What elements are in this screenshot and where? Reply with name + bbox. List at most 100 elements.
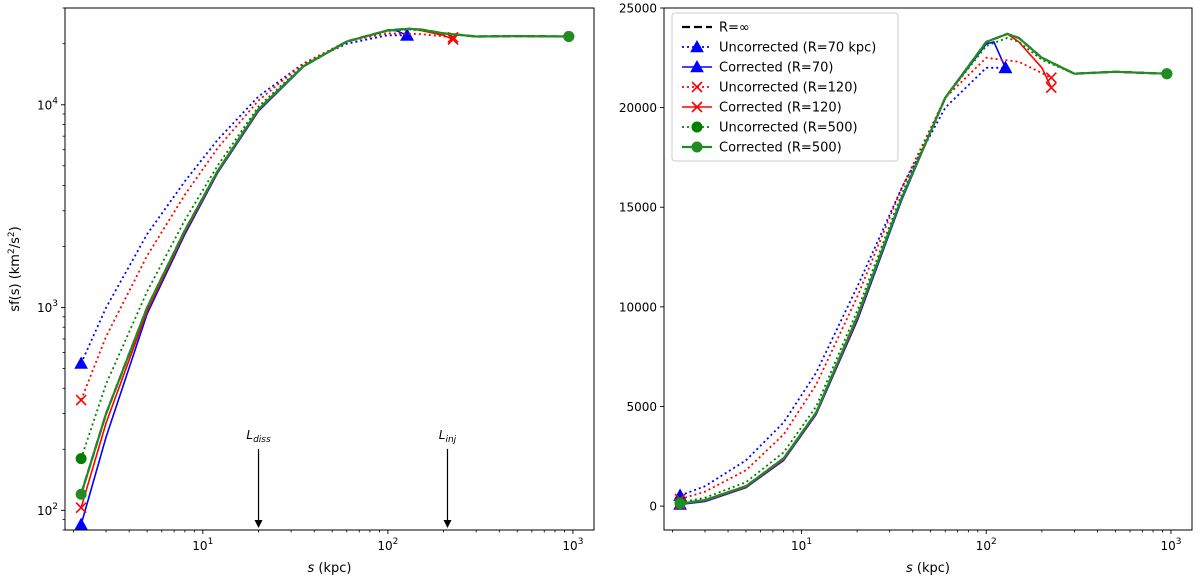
y-tick-exponent: 3: [52, 299, 58, 309]
x-tick-label: 101: [192, 537, 213, 553]
legend-marker: [691, 81, 703, 93]
series-marker: [674, 498, 686, 510]
legend-marker: [691, 101, 703, 113]
y-tick-label: 25000: [619, 2, 657, 16]
x-tick-exponent: 3: [1176, 537, 1182, 547]
series-marker: [998, 60, 1013, 74]
plot-area: [673, 32, 1173, 510]
y-axis-label: sf(s) (km2/s2): [7, 226, 23, 311]
series-marker: [74, 517, 88, 530]
x-tick-exponent: 3: [578, 537, 584, 547]
x-axis-label: s (kpc): [308, 561, 352, 576]
legend-marker: [691, 121, 703, 133]
series-6: [674, 32, 1173, 510]
x-axis-label-unit: (kpc): [913, 561, 950, 576]
legend-label: Corrected (R=120): [719, 101, 842, 116]
annotation-label: Ldiss: [246, 428, 271, 445]
series-0: [80, 27, 569, 495]
series-line: [80, 34, 408, 364]
series-5: [75, 28, 575, 465]
annotation-sub: inj: [445, 435, 456, 445]
x-tick-label: 103: [562, 537, 583, 553]
plot-frame: [663, 7, 1193, 531]
y-tick-exponent: 4: [52, 96, 58, 106]
y-tick-label: 104: [37, 96, 58, 112]
y-tick-label: 10000: [619, 300, 657, 314]
x-tick-base: 10: [976, 539, 991, 553]
y-axis-ticks: 0 5000 10000 15000 20000 25000: [619, 2, 664, 514]
series-marker: [1045, 82, 1057, 94]
series-marker: [447, 33, 459, 45]
series-line: [679, 32, 1167, 505]
series-line: [80, 28, 569, 459]
x-tick-exponent: 2: [991, 537, 997, 547]
series-line: [80, 32, 454, 401]
annotations: Ldiss Linj: [246, 428, 457, 528]
x-tick-label: 102: [976, 537, 997, 553]
legend-marker: [691, 141, 703, 153]
y-axis-label-prefix: sf(s) (km: [8, 254, 23, 312]
legend-label: Corrected (R=500): [719, 141, 842, 156]
y-tick-base: 10: [37, 504, 52, 518]
x-tick-base: 10: [562, 539, 577, 553]
annotation-label: Linj: [439, 428, 457, 445]
x-tick-label: 102: [377, 537, 398, 553]
annotation-arrow-head: [443, 520, 452, 528]
series-marker: [75, 488, 87, 500]
series-6: [75, 27, 575, 500]
x-axis-label-var: s: [308, 561, 315, 576]
y-axis-label-mid: /s: [8, 237, 23, 248]
x-tick-base: 10: [192, 539, 207, 553]
annotation-sub: diss: [253, 435, 271, 445]
y-tick-base: 10: [37, 98, 52, 112]
series-marker: [75, 502, 87, 514]
legend-label: R=∞: [719, 21, 750, 36]
x-tick-base: 10: [377, 539, 392, 553]
series-marker: [563, 31, 575, 43]
x-tick-label: 101: [791, 537, 812, 553]
x-axis-label-unit: (kpc): [314, 561, 351, 576]
annotation-main: L: [246, 428, 253, 442]
legend-marker: [690, 59, 704, 73]
x-tick-exponent: 2: [393, 537, 399, 547]
annotation-arrow-head: [254, 520, 263, 528]
y-axis-label-sup: 2: [7, 231, 17, 237]
x-axis-label: s (kpc): [906, 561, 950, 576]
y-tick-label: 102: [37, 502, 58, 518]
series-marker: [400, 28, 414, 41]
y-tick-label: 5000: [626, 400, 657, 414]
y-tick-label: 0: [649, 500, 657, 514]
y-axis-label-sup: 2: [7, 248, 17, 254]
series-1: [74, 28, 414, 369]
legend: R=∞ Uncorrected (R=70 kpc) Corrected (R=70…: [671, 12, 899, 162]
legend-label: Uncorrected (R=120): [719, 81, 858, 96]
series-line: [80, 29, 408, 525]
plot-frame: [64, 7, 595, 531]
x-tick-label: 103: [1160, 537, 1181, 553]
y-axis-label-suffix: ): [8, 226, 23, 231]
y-tick-label: 103: [37, 299, 58, 315]
x-axis-ticks: 101 102 103: [192, 530, 583, 553]
x-tick-exponent: 1: [208, 537, 214, 547]
legend-box: [671, 12, 899, 162]
x-axis-ticks: 101 102 103: [791, 530, 1181, 553]
y-tick-label: 20000: [619, 101, 657, 115]
legend-label: Uncorrected (R=70 kpc): [719, 41, 876, 56]
x-tick-base: 10: [791, 539, 806, 553]
series-marker: [1161, 68, 1173, 80]
y-tick-label: 15000: [619, 201, 657, 215]
series-line: [80, 27, 569, 495]
y-tick-base: 10: [37, 301, 52, 315]
series-2: [74, 28, 414, 530]
x-tick-base: 10: [1160, 539, 1175, 553]
series-marker: [75, 394, 87, 406]
series-marker: [74, 356, 88, 369]
legend-marker: [690, 39, 704, 53]
legend-label: Uncorrected (R=500): [719, 121, 858, 136]
series-line: [80, 27, 569, 495]
x-axis-label-var: s: [906, 561, 913, 576]
